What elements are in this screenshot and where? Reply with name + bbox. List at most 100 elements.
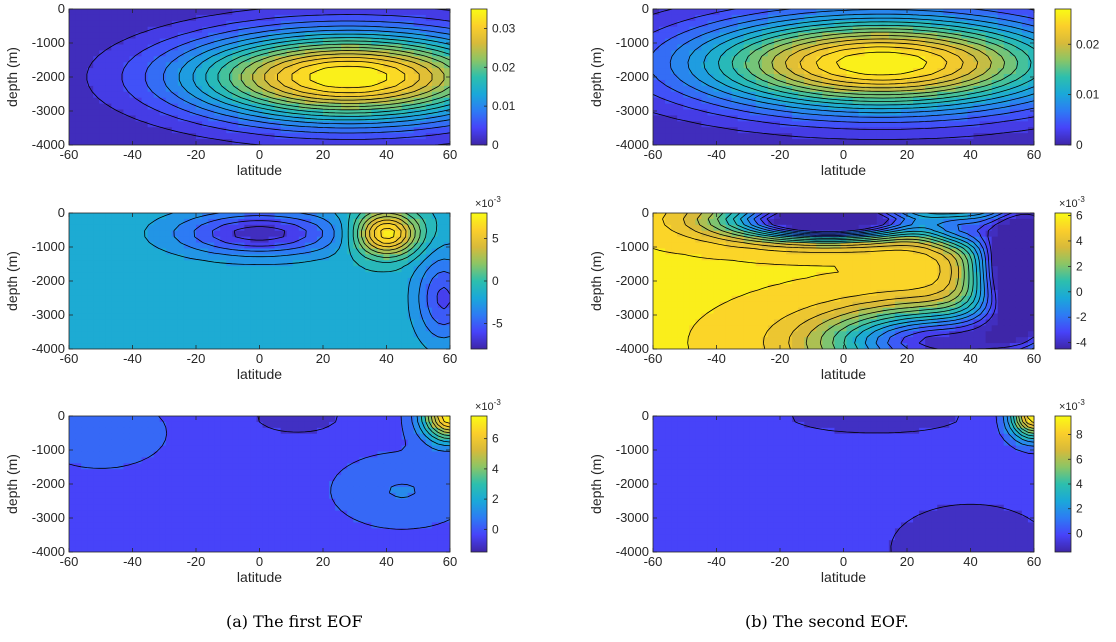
contour-cell: [202, 492, 209, 500]
contour-cell: [347, 504, 354, 512]
contour-cell: [262, 74, 270, 81]
contour-cell: [141, 109, 149, 117]
contour-cell: [147, 139, 155, 145]
contour-cell: [268, 295, 276, 303]
contour-cell: [123, 20, 131, 28]
contour-cell: [395, 85, 403, 93]
contour-cell: [123, 433, 131, 441]
contour-cell: [323, 91, 330, 99]
contour-cell: [280, 433, 288, 441]
contour-cell: [232, 32, 239, 40]
contour-cell: [341, 319, 348, 326]
contour-cell: [208, 278, 215, 285]
contour-cell: [407, 475, 415, 482]
contour-cell: [341, 272, 348, 279]
contour-cell: [389, 133, 397, 140]
contour-cell: [377, 516, 385, 524]
contour-cell: [141, 313, 149, 321]
contour-cell: [123, 242, 131, 250]
contour-cell: [226, 343, 233, 349]
contour-cell: [238, 463, 245, 470]
contour-cell: [129, 74, 137, 81]
contour-cell: [153, 540, 161, 547]
contour-cell: [202, 504, 209, 512]
contour-cell: [323, 528, 330, 535]
contour-cell: [165, 266, 173, 273]
contour-cell: [304, 236, 312, 244]
y-tick-label: -3000: [32, 307, 65, 322]
contour-cell: [323, 20, 330, 28]
contour-cell: [177, 445, 185, 453]
contour-cell: [87, 516, 94, 524]
contour-cell: [365, 295, 372, 303]
contour-cell: [383, 451, 391, 458]
contour-cell: [280, 516, 288, 524]
contour-cell: [335, 97, 342, 105]
contour-cell: [341, 278, 348, 285]
contour-cell: [413, 103, 421, 111]
contour-cell: [232, 522, 239, 529]
contour-cell: [365, 463, 372, 470]
contour-cell: [292, 325, 300, 332]
contour-cell: [171, 427, 179, 435]
contour-cell: [214, 427, 221, 435]
contour-cell: [226, 481, 233, 488]
contour-cell: [111, 44, 118, 51]
contour-cell: [171, 133, 179, 140]
contour-cell: [159, 248, 167, 255]
contour-cell: [329, 133, 336, 140]
contour-cell: [226, 283, 233, 291]
contour-cell: [111, 109, 118, 117]
contour-cell: [147, 469, 155, 476]
contour-cell: [743, 14, 751, 22]
contour-cell: [220, 32, 227, 40]
contour-cell: [437, 283, 445, 291]
contour-cell: [395, 469, 403, 476]
contour-cell: [292, 74, 300, 81]
contour-cell: [99, 38, 106, 46]
contour-cell: [359, 266, 366, 273]
contour-cell: [117, 115, 125, 122]
contour-cell: [244, 266, 252, 273]
contour-cell: [87, 121, 94, 128]
contour-cell: [135, 20, 143, 28]
contour-cell: [395, 516, 403, 524]
contour-cell: [268, 56, 276, 63]
contour-line: [163, 25, 450, 129]
contour-cell: [274, 14, 282, 22]
contour-cell: [147, 32, 155, 40]
contour-cell: [443, 319, 450, 326]
contour-cell: [419, 510, 427, 518]
contour-cell: [226, 272, 233, 279]
contour-cell: [268, 439, 276, 447]
contour-cell: [189, 68, 197, 75]
contour-cell: [81, 457, 88, 464]
contour-cell: [341, 20, 348, 28]
contour-cell: [171, 516, 179, 524]
contour-cell: [931, 38, 938, 46]
contour-cell: [407, 91, 415, 99]
contour-cell: [177, 50, 185, 57]
contour-cell: [304, 50, 312, 57]
contour-cell: [365, 115, 372, 122]
contour-cell: [955, 20, 963, 28]
contour-cell: [341, 38, 348, 46]
contour-cell: [329, 301, 336, 309]
contour-cell: [81, 451, 88, 458]
contour-cell: [949, 32, 956, 40]
contour-cell: [371, 32, 379, 40]
contour-cell: [111, 445, 118, 453]
contour-cell: [69, 224, 76, 232]
contour-cell: [208, 416, 215, 423]
contour-cell: [371, 74, 379, 81]
contour-cell: [208, 475, 215, 482]
contour-cell: [316, 260, 324, 267]
contour-cell: [335, 32, 342, 40]
contour-cell: [183, 457, 191, 464]
contour-cell: [244, 32, 252, 40]
contour-cell: [413, 14, 421, 22]
contour-cell: [232, 337, 239, 344]
contour-cell: [755, 44, 763, 51]
contour-cell: [353, 133, 360, 140]
contour-cell: [329, 230, 336, 238]
